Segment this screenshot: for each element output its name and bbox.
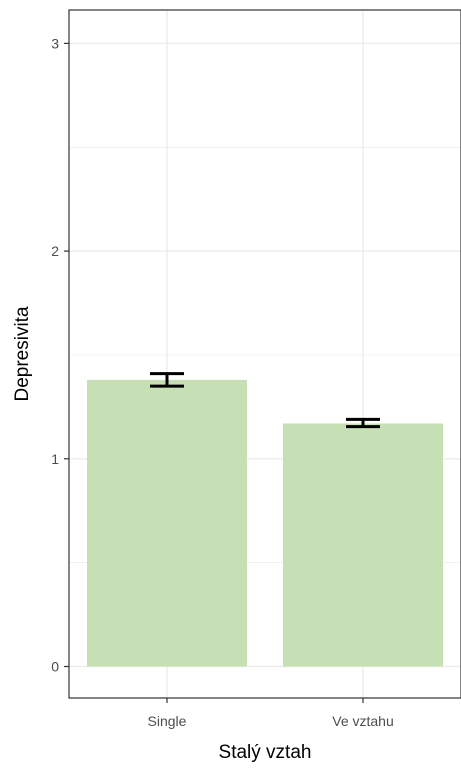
error-bars (150, 372, 380, 429)
x-tick-label: Ve vztahu (332, 713, 394, 729)
error-bar (150, 372, 184, 388)
y-tick-label: 1 (51, 451, 59, 467)
bar-ve-vztahu (283, 423, 443, 667)
x-axis-title: Stalý vztah (219, 742, 312, 763)
panel-border (68, 9, 461, 699)
x-tick-label: Single (148, 713, 187, 729)
axis-ticks: 0 1 2 3 Single Ve vztahu (51, 35, 394, 729)
y-axis-title: Depresivita (12, 306, 33, 401)
y-tick-label: 2 (51, 243, 59, 259)
error-bar (346, 417, 380, 429)
y-tick-label: 0 (51, 659, 59, 675)
y-tick-label: 3 (51, 35, 59, 51)
bar-single (87, 379, 247, 667)
bars (87, 379, 443, 667)
